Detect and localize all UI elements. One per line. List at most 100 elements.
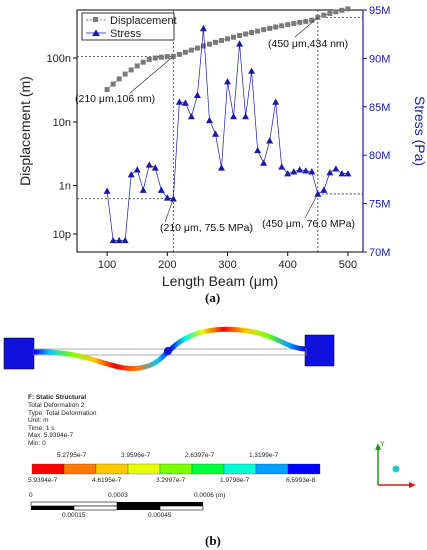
reference-lines [77, 10, 363, 252]
stress-point [236, 40, 244, 47]
displacement-point [339, 7, 345, 13]
stress-point [127, 171, 135, 178]
displacement-point [333, 9, 339, 15]
displacement-point [200, 43, 206, 49]
colorbar-segment [223, 463, 257, 475]
stress-point [121, 236, 129, 244]
stress-point [224, 78, 232, 85]
right-tick-label: 75M [369, 199, 390, 211]
x-tick-label: 300 [218, 259, 236, 271]
legend-label-stress: Stress [110, 28, 142, 40]
colorbar-top-label-2: 3.9596e-7 [121, 452, 151, 459]
anchor-right [304, 334, 335, 367]
stress-point [211, 130, 219, 137]
y-axis-label: Y [380, 441, 385, 448]
displacement-point [327, 10, 333, 16]
displacement-point [249, 30, 255, 36]
x-arrowhead [409, 482, 416, 488]
displacement-point [110, 81, 116, 87]
annotation-label: (450 μm, 76.0 MPa) [262, 218, 355, 230]
colorbar-top-label-3: 2.6397e-7 [185, 452, 215, 459]
displacement-point [176, 51, 182, 57]
annotation-leader [129, 56, 174, 94]
x-tick-label: 400 [279, 259, 297, 271]
stress-point [115, 236, 123, 244]
displacement-point [267, 25, 273, 31]
x-tick-label: 500 [339, 259, 357, 271]
stress-point [326, 169, 334, 176]
colorbar-segment [95, 463, 129, 475]
stress-point [103, 187, 111, 194]
scale-top-label-3: 0.0006 (m) [194, 492, 226, 499]
displacement-point [212, 39, 218, 45]
annotations: (450 μm,434 nm) (210 μm,106 nm) (210 μm, 7… [75, 17, 355, 234]
displacement-point [285, 22, 291, 28]
displacement-point [273, 24, 279, 30]
series-displacement [104, 6, 351, 93]
colorbar-bottom-label-3: 3.2997e-7 [156, 477, 186, 484]
fea-title: F: Static Structural [28, 394, 87, 401]
stress-point [296, 166, 304, 173]
displacement-point [116, 76, 122, 82]
colorbar-segment [255, 463, 289, 475]
x-tick-label: 200 [158, 259, 176, 271]
stress-point [175, 98, 183, 105]
stress-point [157, 186, 165, 193]
colorbar-bottom-label-5: 6.5993e-8 [286, 477, 316, 484]
colorbar-segment [31, 463, 65, 475]
colorbar-top-label-4: 1.3199e-7 [249, 452, 279, 459]
left-tick-label: 10p [53, 229, 71, 241]
stress-point [109, 236, 117, 244]
displacement-point [225, 36, 231, 42]
annotation-label: (450 μm,434 nm) [268, 38, 348, 50]
stress-point [308, 168, 316, 175]
displacement-point [297, 19, 303, 25]
coordinate-triad: Y [375, 441, 416, 488]
z-axis-dot [392, 465, 400, 473]
scale-seg-4 [73, 505, 118, 511]
fea-line-4: Time: 1 s [28, 424, 55, 432]
stress-point [260, 159, 268, 166]
beam-midpoint [164, 347, 172, 355]
colorbar-segment [287, 463, 321, 475]
displacement-point [309, 17, 315, 23]
left-tick-label: 10n [53, 117, 71, 129]
displacement-point [146, 56, 152, 62]
right-tick-label: 85M [369, 102, 390, 114]
stress-point [290, 168, 298, 175]
scale-bottom-label-2: 0.00045 [148, 512, 172, 519]
plot-frame [76, 9, 364, 253]
displacement-point [279, 23, 285, 29]
stress-point [205, 116, 213, 124]
legend-marker-stress [92, 29, 100, 36]
displacement-point [237, 33, 243, 39]
stress-point [181, 99, 189, 106]
legend-marker-displacement [93, 17, 98, 22]
stress-point [284, 170, 292, 177]
annotation-label: (210 μm, 75.5 MPa) [160, 222, 253, 234]
stress-point [145, 161, 153, 168]
left-axis-ticks: 10p 1n 10n 100n [47, 53, 77, 241]
fea-line-5: Max: 5.9394e-7 [28, 432, 74, 439]
scale-seg-3 [31, 506, 74, 510]
displacement-point [158, 54, 164, 60]
stress-point [133, 166, 141, 173]
displacement-point [255, 28, 261, 34]
fea-line-1: Total Deformation 2 [28, 402, 85, 409]
stress-point [193, 91, 201, 98]
stress-point [320, 186, 328, 193]
colorbar-segment [191, 463, 225, 475]
fea-beam-view [3, 326, 335, 371]
displacement-point [134, 63, 140, 69]
scale-bottom-label-1: 0.00015 [62, 512, 86, 519]
stress-point [199, 24, 207, 32]
displacement-point [164, 54, 170, 60]
panel-a-label: (a) [205, 290, 221, 305]
right-axis-title: Stress (Pa) [412, 96, 427, 166]
scale-seg-2 [117, 502, 203, 506]
colorbar-top-label-1: 5.2795e-7 [57, 452, 87, 459]
displacement-point [206, 41, 212, 47]
fea-line-3: Unit: m [28, 417, 49, 424]
stress-point [338, 170, 346, 177]
legend: Displacement Stress [81, 12, 177, 41]
